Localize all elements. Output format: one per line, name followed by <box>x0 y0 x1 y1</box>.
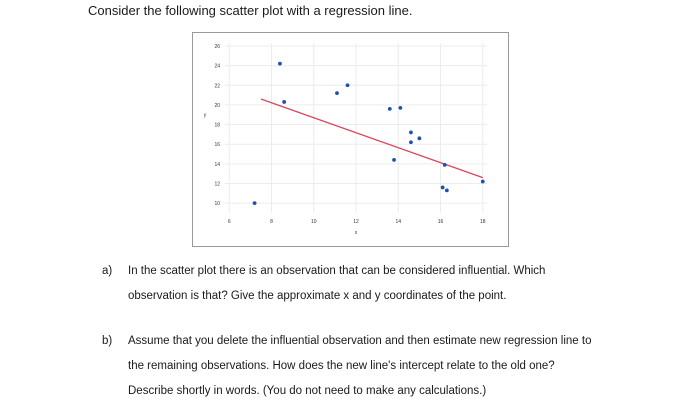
data-point <box>440 185 445 190</box>
data-points <box>252 61 485 206</box>
data-point <box>398 105 403 110</box>
y-tick-label: 24 <box>214 64 220 70</box>
tick-labels: 6 8 10 12 14 16 18 26 24 22 20 18 16 14 12 10 <box>214 44 485 225</box>
y-tick-label: 10 <box>214 201 220 207</box>
question-a-line-1: In the scatter plot there is an observat… <box>128 265 546 277</box>
intro-text: Consider the following scatter plot with… <box>88 3 413 18</box>
data-point <box>409 130 413 135</box>
y-tick-label: 12 <box>214 182 220 188</box>
y-tick-label: 14 <box>214 162 220 168</box>
question-a-label: a) <box>102 265 113 277</box>
data-point <box>444 188 449 193</box>
regression-line-layer <box>260 98 483 179</box>
data-point <box>282 100 287 104</box>
data-point <box>335 91 339 96</box>
data-point <box>387 106 392 111</box>
y-tick-label: 16 <box>214 142 220 148</box>
x-tick-label: 10 <box>311 219 317 225</box>
data-point <box>409 140 413 145</box>
question-b-line-3: Describe shortly in words. (You do not n… <box>128 385 487 397</box>
x-tick-label: 18 <box>480 219 486 225</box>
question-b-label: b) <box>102 335 113 347</box>
grid-lines <box>225 43 487 213</box>
x-tick-label: 16 <box>438 219 444 225</box>
x-tick-label: 6 <box>228 219 231 225</box>
y-tick-label: 20 <box>214 103 220 109</box>
x-tick-label: 8 <box>270 219 273 225</box>
data-point <box>417 136 422 141</box>
y-tick-label: 26 <box>214 44 220 50</box>
question-b-line-2: the remaining observations. How does the… <box>128 360 555 372</box>
data-point <box>480 179 485 184</box>
question-b: b) Assume that you delete the influential… <box>102 329 591 404</box>
x-axis-label: x <box>355 230 358 236</box>
y-tick-label: 18 <box>214 123 220 129</box>
question-b-line-1: Assume that you delete the influential o… <box>128 335 592 347</box>
question-a-line-2: observation is that? Give the approximat… <box>128 290 507 302</box>
data-point <box>392 158 396 162</box>
data-point <box>442 162 447 167</box>
y-axis-label: y <box>204 113 207 119</box>
question-a: a) In the scatter plot there is an observ… <box>102 259 545 309</box>
x-tick-label: 14 <box>395 219 401 225</box>
y-tick-label: 22 <box>214 83 220 89</box>
data-point <box>345 83 350 88</box>
data-point <box>278 61 282 66</box>
regression-line <box>260 98 483 179</box>
axis-labels: xy <box>204 113 358 236</box>
data-point <box>252 201 257 206</box>
x-tick-label: 12 <box>353 219 359 225</box>
